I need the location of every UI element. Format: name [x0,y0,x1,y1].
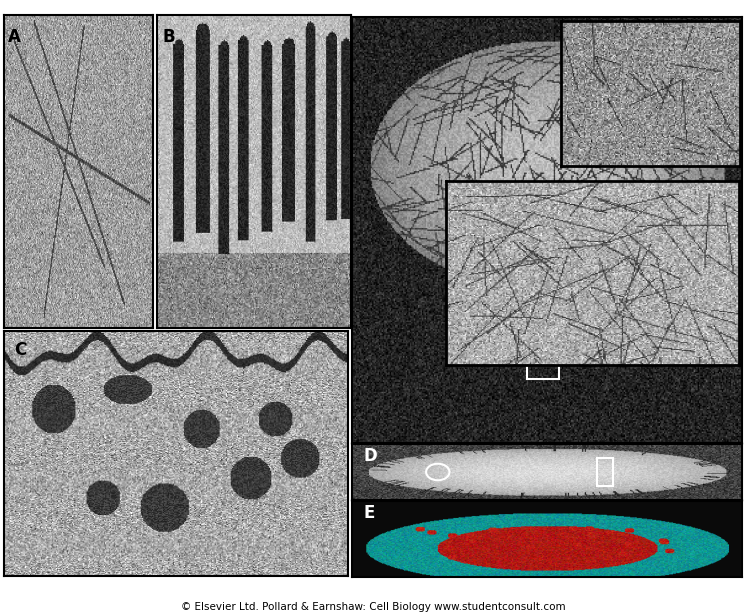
Bar [527,327,559,379]
Bar [598,458,613,485]
Text: A: A [8,28,21,46]
Text: D: D [364,447,377,465]
Text: B: B [163,28,175,46]
Text: E: E [364,504,375,522]
Text: © Elsevier Ltd. Pollard & Earnshaw: Cell Biology www.studentconsult.com: © Elsevier Ltd. Pollard & Earnshaw: Cell… [181,602,565,612]
Text: C: C [14,341,26,359]
